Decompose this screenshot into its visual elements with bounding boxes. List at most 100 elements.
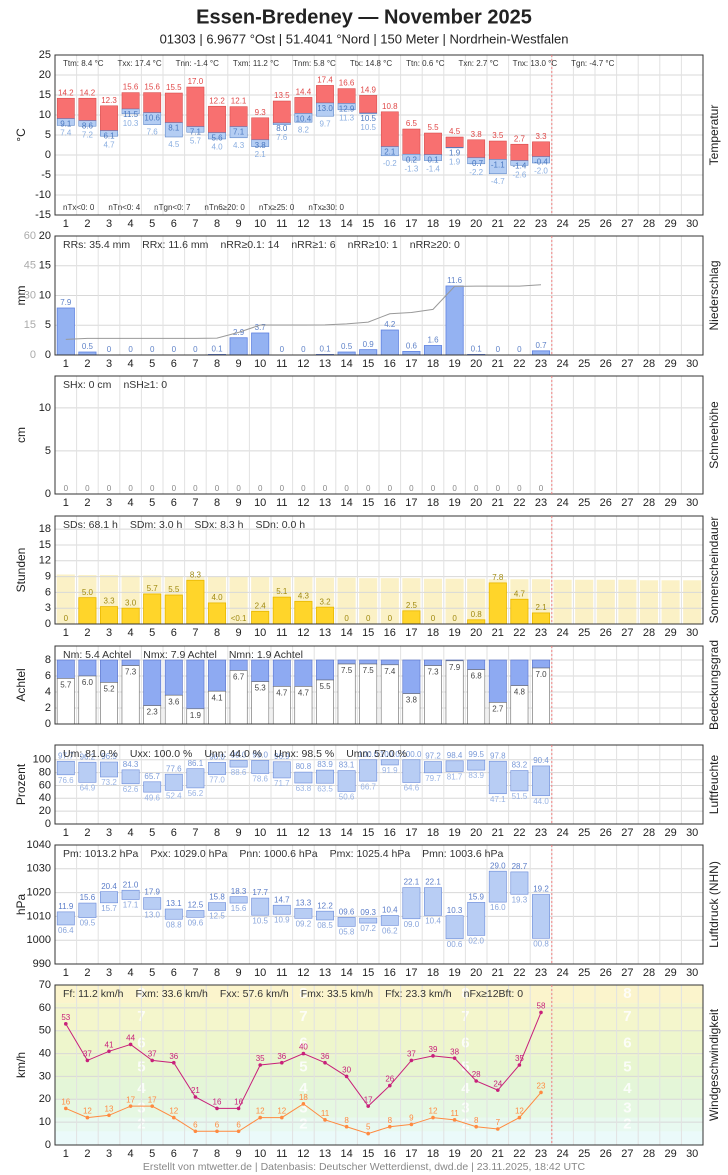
value-label: 37 <box>148 1050 157 1059</box>
min-label: 7.6 <box>147 128 159 137</box>
temp-upper-bar <box>510 143 529 161</box>
temp-upper-bar <box>208 105 226 133</box>
value-label: 12 <box>515 1107 524 1116</box>
x-tick-label: 28 <box>643 627 655 639</box>
y-tick-label: 10 <box>39 1116 51 1128</box>
x-tick-label: 21 <box>492 218 504 230</box>
y-tick-label: 10 <box>39 109 51 121</box>
x-tick-label: 9 <box>236 1148 242 1160</box>
min-label: -2.0 <box>534 167 548 176</box>
x-tick-label: 14 <box>340 218 352 230</box>
panel-label: Niederschlag <box>707 260 721 330</box>
wind-point <box>409 1122 414 1127</box>
value-label: <0.1 <box>231 614 247 623</box>
min-label: 64.9 <box>80 783 96 792</box>
x-tick-label: 20 <box>470 627 482 639</box>
value-label: 0 <box>388 614 393 623</box>
value-label: 0 <box>409 484 414 493</box>
min-label: 10.5 <box>360 123 376 132</box>
min-label: 09.5 <box>80 919 96 928</box>
x-tick-label: 27 <box>621 218 633 230</box>
bar <box>380 329 399 356</box>
stat-text: nRR≥1: 6 <box>291 239 335 251</box>
stat-text: Um: 81.0 % <box>63 748 118 760</box>
x-tick-label: 5 <box>149 497 155 509</box>
value-label: 1.6 <box>427 336 439 345</box>
range-bar <box>294 771 313 784</box>
x-tick-label: 22 <box>513 218 525 230</box>
value-label: 12 <box>429 1107 438 1116</box>
max-label: 14.4 <box>296 88 312 97</box>
x-tick-label: 5 <box>149 627 155 639</box>
temp-lower-bar <box>532 156 550 164</box>
min-label: 73.2 <box>101 778 117 787</box>
possible-sunshine-bar <box>337 577 356 624</box>
possible-sunshine-bar <box>553 579 572 624</box>
y-tick-label: 8 <box>45 654 51 666</box>
value-label: 7.4 <box>384 667 396 676</box>
range-bar <box>402 759 421 783</box>
x-tick-label: 13 <box>319 218 331 230</box>
max-label: 15.6 <box>123 83 139 92</box>
min-label: 7.4 <box>60 129 72 138</box>
value-label: 23 <box>537 1082 546 1091</box>
max-label: 99.5 <box>468 750 484 759</box>
min-label: 50.6 <box>339 793 355 802</box>
x-tick-label: 26 <box>600 218 612 230</box>
y-tick-label: 1000 <box>27 934 51 946</box>
range-bar <box>445 760 464 772</box>
beaufort-label: 3 <box>623 1099 631 1116</box>
value-label: 8 <box>388 1116 393 1125</box>
range-bar <box>294 908 313 919</box>
max-label: 19.2 <box>533 885 549 894</box>
x-tick-label: 9 <box>236 967 242 979</box>
wind-point <box>517 1063 522 1067</box>
min-label: 08.5 <box>317 921 333 930</box>
x-tick-label: 11 <box>276 358 287 370</box>
x-tick-label: 10 <box>254 497 266 509</box>
min-label: 76.6 <box>58 776 74 785</box>
x-tick-label: 20 <box>470 497 482 509</box>
temp-lower-bar <box>445 147 464 149</box>
max-label: 83.2 <box>512 761 528 770</box>
x-tick-label: 22 <box>513 1148 525 1160</box>
max-label: 16.6 <box>339 79 355 88</box>
stat-text: Ffx: 23.3 km/h <box>385 988 452 1000</box>
max-label: 10.4 <box>382 906 398 915</box>
stat-text: Tgn: -4.7 °C <box>571 59 614 68</box>
min-label: 11.3 <box>339 114 355 123</box>
x-tick-label: 27 <box>621 827 633 839</box>
x-tick-label: 30 <box>686 497 698 509</box>
range-bar <box>424 761 442 774</box>
x-tick-label: 11 <box>276 1148 287 1160</box>
y-axis-label: Prozent <box>14 763 28 805</box>
min-label: 10.3 <box>123 119 139 128</box>
x-tick-label: 23 <box>535 1148 547 1160</box>
wind-point <box>280 1115 284 1120</box>
wind-point <box>366 1131 371 1136</box>
stat-text: SHx: 0 cm <box>63 379 112 391</box>
cloud-cover-bar <box>272 659 291 687</box>
min-label: -4.7 <box>491 177 505 186</box>
x-tick-label: 14 <box>340 358 352 370</box>
range-bar <box>121 889 140 900</box>
max-label: 17.7 <box>252 888 268 897</box>
min-label: 91.9 <box>382 766 398 775</box>
cloud-cover-bar <box>121 659 140 666</box>
y-axis-label: hPa <box>14 894 28 916</box>
x-tick-label: 23 <box>535 358 547 370</box>
y-tick-label: 0 <box>45 149 51 161</box>
min-label: 00.8 <box>533 939 549 948</box>
min-label: 09.2 <box>296 919 312 928</box>
range-bar <box>143 897 162 910</box>
wind-point <box>301 1051 306 1056</box>
max-label: 15.6 <box>80 893 96 902</box>
range-bar <box>164 773 183 791</box>
y-axis-label: Stunden <box>14 548 28 593</box>
x-tick-label: 16 <box>384 218 396 230</box>
x-tick-label: 4 <box>128 218 134 230</box>
x-tick-label: 22 <box>513 627 525 639</box>
cloud-cover-bar <box>359 659 378 665</box>
x-tick-label: 16 <box>384 627 396 639</box>
value-label: 3.3 <box>103 597 115 606</box>
